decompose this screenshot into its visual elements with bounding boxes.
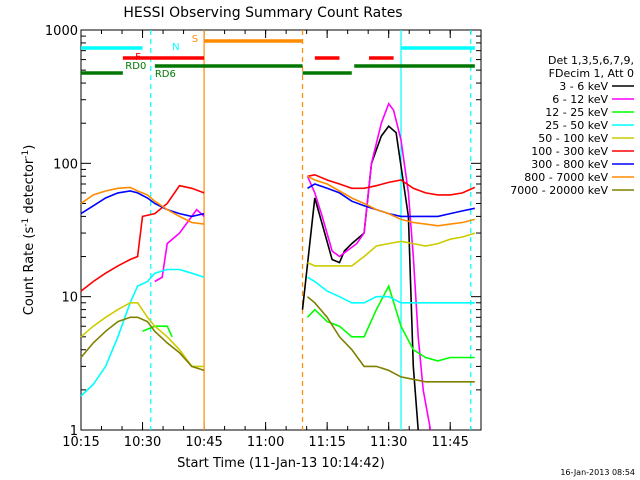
legend-label: 12 - 25 keV	[545, 106, 608, 119]
series-line	[306, 296, 475, 383]
legend-label: 100 - 300 keV	[531, 145, 608, 158]
plot-frame	[80, 29, 482, 431]
flag-label: RD6	[155, 69, 176, 80]
legend-label: 25 - 50 keV	[545, 119, 608, 132]
timestamp: 16-Jan-2013 08:54	[560, 468, 635, 477]
flag-label: N	[172, 42, 179, 53]
vertical-markers	[150, 30, 472, 430]
flag-label: S	[192, 34, 198, 45]
legend-label: 7000 - 20000 keV	[510, 184, 608, 197]
y-tick-label: 1000	[45, 24, 78, 39]
x-tick-label: 11:45	[431, 435, 468, 450]
series-lines	[80, 102, 476, 431]
y-tick-label: 100	[53, 157, 78, 172]
series-line	[80, 190, 205, 218]
series-line	[307, 173, 476, 196]
series-line	[307, 183, 475, 218]
series-line	[80, 268, 205, 397]
legend: Det 1,3,5,6,7,9,FDecim 1, Att 03 - 6 keV…	[510, 54, 634, 197]
x-tick-label: 10:30	[124, 435, 161, 450]
flag-label: RD0	[125, 61, 146, 72]
legend-header: FDecim 1, Att 0	[549, 67, 634, 80]
chart-title: HESSI Observing Summary Count Rates	[123, 5, 402, 21]
y-tick-label: 1	[70, 424, 78, 439]
flag-label: F	[135, 52, 141, 63]
series-line	[306, 102, 432, 431]
axis-ticks: 10:15 10:30 10:45 11:00 11:15 11:30 11:45 1 10 10…	[45, 24, 481, 450]
legend-label: 300 - 800 keV	[531, 158, 608, 171]
legend-label: 6 - 12 keV	[552, 93, 608, 106]
series-line	[142, 325, 173, 338]
legend-label: 3 - 6 keV	[559, 80, 608, 93]
x-tick-label: 11:30	[370, 435, 407, 450]
y-axis-label: Count Rate (s-1 detector-1)	[21, 145, 37, 316]
x-axis-label: Start Time (11-Jan-13 10:14:42)	[177, 456, 385, 471]
x-tick-label: 11:15	[308, 435, 345, 450]
series-line	[80, 186, 205, 225]
series-line	[80, 184, 205, 292]
series-line	[307, 175, 475, 227]
series-line	[154, 208, 205, 283]
series-line	[80, 316, 205, 372]
series-line	[307, 276, 475, 304]
legend-label: 50 - 100 keV	[538, 132, 608, 145]
y-tick-label: 10	[61, 291, 78, 306]
legend-label: 800 - 7000 keV	[524, 171, 608, 184]
x-tick-label: 10:45	[185, 435, 222, 450]
x-tick-label: 11:00	[247, 435, 284, 450]
series-line	[307, 232, 476, 267]
series-line	[80, 301, 205, 368]
legend-header: Det 1,3,5,6,7,9,	[548, 54, 634, 67]
x-tick-label: 10:15	[62, 435, 99, 450]
